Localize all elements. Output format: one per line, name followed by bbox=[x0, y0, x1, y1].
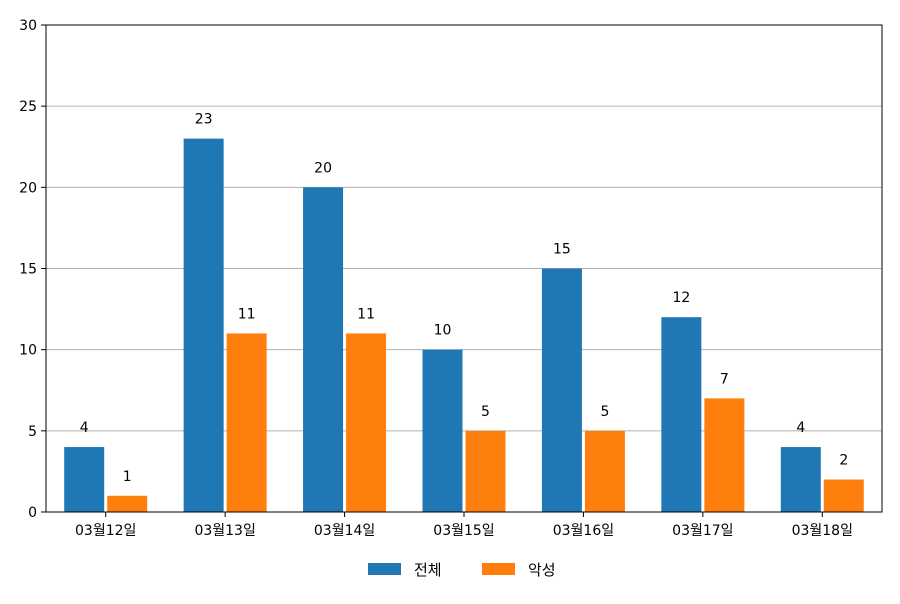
y-tick-label: 5 bbox=[28, 424, 37, 440]
legend-swatch bbox=[482, 563, 515, 575]
data-label: 4 bbox=[80, 420, 89, 436]
data-label: 2 bbox=[839, 453, 848, 469]
bars bbox=[64, 138, 864, 513]
bar-total bbox=[541, 268, 582, 512]
x-tick-label: 03월12일 bbox=[75, 523, 136, 539]
bar-malicious bbox=[704, 398, 745, 512]
data-label: 1 bbox=[123, 469, 132, 485]
data-label: 23 bbox=[195, 112, 213, 128]
data-label: 5 bbox=[600, 404, 609, 420]
bar-malicious bbox=[823, 479, 864, 512]
x-tick-label: 03월13일 bbox=[194, 523, 255, 539]
data-label: 12 bbox=[672, 290, 690, 306]
data-label: 5 bbox=[481, 404, 490, 420]
data-labels: 4 1 23 11 20 11 10 5 15 5 12 7 4 2 bbox=[80, 112, 848, 485]
bar-total bbox=[661, 317, 702, 512]
data-label: 15 bbox=[553, 242, 571, 258]
y-axis: 0 5 10 15 20 25 30 bbox=[19, 18, 46, 521]
data-label: 20 bbox=[314, 160, 332, 176]
data-label: 10 bbox=[434, 323, 452, 339]
x-tick-label: 03월18일 bbox=[792, 523, 853, 539]
x-tick-label: 03월16일 bbox=[553, 523, 614, 539]
bar-total bbox=[64, 447, 105, 512]
y-tick-label: 0 bbox=[28, 505, 37, 521]
bar-total bbox=[780, 447, 821, 512]
x-axis: 03월12일 03월13일 03월14일 03월15일 03월16일 03월17일 03월1… bbox=[75, 512, 853, 539]
y-tick-label: 15 bbox=[19, 262, 37, 278]
bar-malicious bbox=[465, 430, 506, 512]
y-tick-label: 10 bbox=[19, 343, 37, 359]
y-tick-label: 25 bbox=[19, 99, 37, 115]
bar-total bbox=[183, 138, 224, 512]
bar-malicious bbox=[346, 333, 387, 512]
legend-label: 악성 bbox=[528, 561, 556, 579]
data-label: 11 bbox=[238, 306, 256, 322]
y-tick-label: 30 bbox=[19, 18, 37, 34]
x-tick-label: 03월17일 bbox=[672, 523, 733, 539]
y-tick-label: 20 bbox=[19, 180, 37, 196]
legend-label: 전체 bbox=[414, 561, 442, 579]
data-label: 7 bbox=[720, 371, 729, 387]
legend-swatch bbox=[368, 563, 401, 575]
legend: 전체 악성 bbox=[368, 561, 556, 579]
x-tick-label: 03월15일 bbox=[433, 523, 494, 539]
bar-malicious bbox=[107, 495, 148, 512]
bar-total bbox=[422, 349, 463, 512]
bar-malicious bbox=[226, 333, 267, 512]
gridlines bbox=[46, 105, 882, 432]
data-label: 11 bbox=[357, 306, 375, 322]
data-label: 4 bbox=[796, 420, 805, 436]
bar-malicious bbox=[584, 430, 625, 512]
x-tick-label: 03월14일 bbox=[314, 523, 375, 539]
bar-total bbox=[303, 187, 344, 513]
